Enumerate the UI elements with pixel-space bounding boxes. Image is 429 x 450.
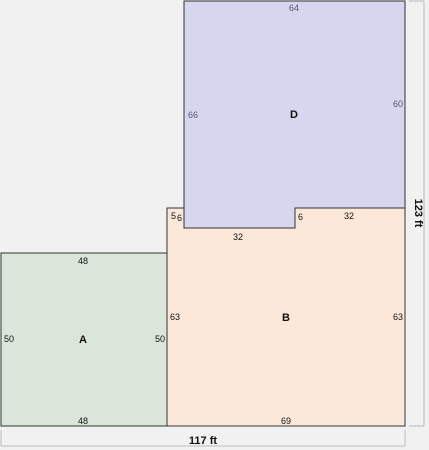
width-dimension-line (0, 430, 406, 447)
region-a-name: A (79, 334, 87, 346)
region-a[interactable] (0, 252, 168, 427)
region-a-bottom-length: 48 (78, 416, 88, 426)
region-b-top-notch: 6 (298, 212, 303, 222)
total-width-label: 117 ft (189, 435, 217, 447)
region-b-bottom-length: 69 (281, 416, 291, 426)
height-dimension-line (409, 0, 425, 427)
region-d[interactable] (183, 0, 406, 229)
region-a-right-length: 50 (155, 334, 165, 344)
region-d-right-length: 60 (393, 99, 403, 109)
region-b-top-middle: 32 (233, 232, 243, 242)
region-b-top-right: 32 (344, 211, 354, 221)
region-b-top-left-step: 5 (171, 211, 176, 221)
region-d-top-length: 64 (289, 3, 299, 13)
region-d-left-length: 66 (188, 110, 198, 120)
region-b-name: B (282, 312, 290, 324)
region-b-left-length: 63 (170, 312, 180, 322)
total-height-label: 123 ft (412, 199, 424, 228)
region-a-left-length: 50 (4, 334, 14, 344)
region-d-name: D (290, 109, 298, 121)
region-a-top-length: 48 (78, 256, 88, 266)
region-b-top-left-notch: 6 (177, 213, 182, 223)
region-b-right-length: 63 (393, 312, 403, 322)
